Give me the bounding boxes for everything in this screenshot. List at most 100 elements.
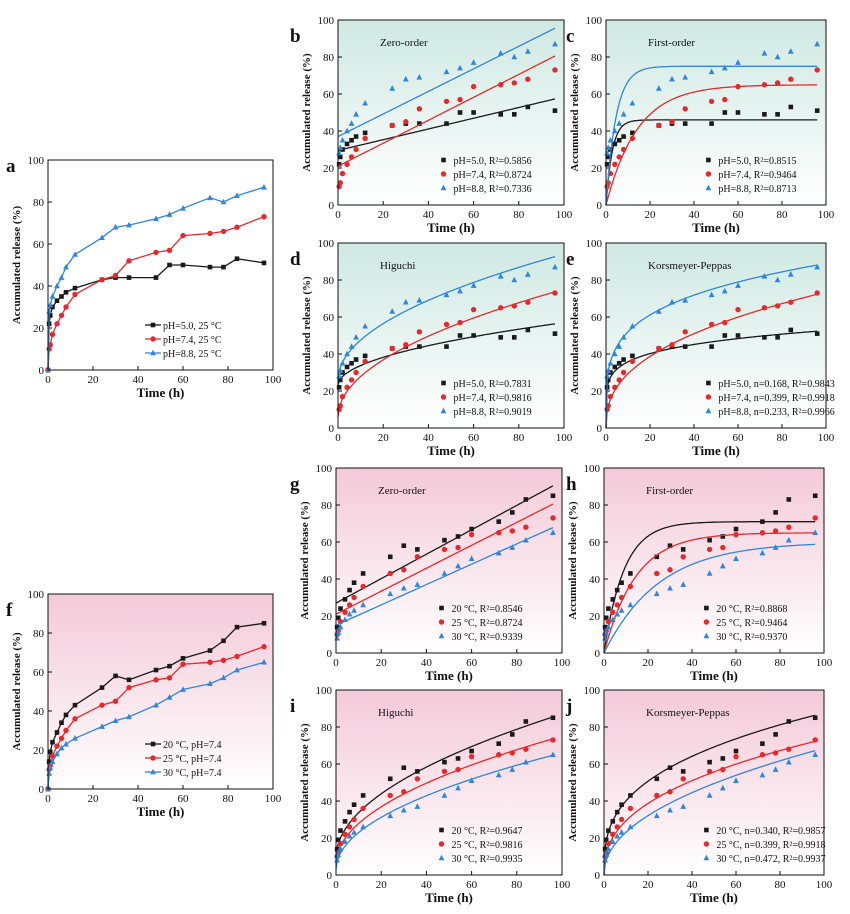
data-point — [342, 609, 348, 615]
legend-triangle-icon — [438, 632, 445, 639]
data-point — [607, 359, 614, 366]
y-tick-label: 80 — [321, 722, 333, 734]
data-point — [468, 531, 475, 538]
data-point — [335, 837, 341, 843]
legend-square-icon — [439, 827, 444, 833]
x-tick-label: 80 — [511, 657, 523, 669]
legend-entry: 30 °C, pH=7.4 — [163, 768, 222, 779]
data-point — [552, 67, 558, 73]
data-point — [619, 802, 624, 807]
plot-background — [336, 468, 562, 653]
data-point — [620, 334, 627, 340]
data-point — [614, 809, 620, 815]
data-point — [417, 344, 422, 349]
y-tick-label: 0 — [39, 784, 45, 796]
data-point — [720, 766, 726, 773]
data-point — [654, 792, 660, 799]
data-point — [788, 327, 794, 333]
data-point — [605, 154, 611, 160]
x-tick-label: 0 — [601, 879, 607, 891]
x-tick-label: 0 — [335, 432, 341, 444]
data-point — [402, 298, 409, 305]
data-point — [654, 570, 660, 577]
data-point — [707, 537, 712, 543]
data-point — [610, 831, 616, 837]
data-point — [416, 297, 423, 303]
plot-background — [604, 468, 824, 653]
data-point — [605, 840, 612, 847]
data-point — [552, 290, 558, 296]
data-point — [416, 329, 423, 335]
data-point — [362, 99, 369, 106]
data-point — [50, 739, 55, 745]
plot-frame — [47, 593, 274, 790]
x-tick-label: 80 — [777, 432, 789, 444]
data-point — [360, 601, 367, 608]
x-tick-label: 40 — [133, 374, 145, 386]
data-point — [682, 121, 688, 126]
data-point — [414, 554, 421, 560]
data-point — [495, 549, 502, 556]
y-tick-label: 0 — [329, 200, 335, 212]
data-point — [167, 262, 172, 268]
data-point — [497, 50, 504, 56]
data-point — [126, 684, 132, 691]
data-point — [733, 748, 739, 754]
data-point — [54, 730, 60, 735]
data-point — [814, 67, 820, 73]
x-axis-title: Time (h) — [425, 668, 473, 683]
x-tick-label: 100 — [818, 209, 835, 221]
data-point — [362, 135, 368, 142]
data-point — [153, 667, 159, 673]
data-point — [814, 108, 820, 113]
data-point — [403, 119, 409, 125]
data-point — [207, 680, 213, 686]
legend-entry: pH=7.4, 25 °C — [163, 335, 222, 346]
data-point — [773, 732, 778, 737]
data-point — [337, 845, 344, 852]
data-point — [334, 846, 340, 852]
x-tick-label: 20 — [643, 657, 655, 669]
y-tick-label: 40 — [321, 574, 333, 586]
series-1 — [604, 290, 820, 429]
y-tick-label: 100 — [28, 155, 45, 167]
data-point — [335, 629, 342, 635]
x-tick-label: 100 — [265, 793, 282, 805]
data-point — [735, 110, 741, 115]
data-point — [469, 748, 474, 754]
data-point — [733, 555, 739, 561]
data-point — [207, 648, 213, 653]
series-2 — [334, 527, 556, 641]
data-point — [415, 547, 420, 552]
data-point — [261, 643, 267, 650]
x-tick-label: 80 — [513, 432, 525, 444]
y-axis-title: Accumulated release (%) — [301, 276, 313, 395]
x-tick-label: 40 — [687, 657, 699, 669]
data-point — [442, 537, 447, 543]
data-point — [498, 305, 504, 311]
data-point — [619, 580, 624, 585]
data-point — [207, 230, 213, 237]
data-point — [72, 291, 78, 298]
x-axis-title: Time (h) — [427, 443, 475, 458]
plot-background — [606, 20, 826, 205]
y-tick-label: 100 — [316, 685, 333, 697]
legend-triangle-icon — [440, 407, 447, 414]
y-tick-label: 20 — [323, 163, 335, 175]
data-point — [787, 48, 794, 54]
data-point — [72, 716, 78, 722]
data-point — [606, 828, 611, 833]
x-tick-label: 20 — [378, 432, 390, 444]
x-tick-label: 0 — [335, 209, 341, 221]
x-tick-label: 100 — [818, 432, 835, 444]
y-axis-title: Accumulated release (%) — [11, 206, 23, 325]
x-tick-label: 80 — [513, 209, 525, 221]
legend-triangle-icon — [440, 184, 447, 191]
data-point — [112, 698, 119, 704]
data-point — [221, 638, 226, 644]
data-point — [47, 764, 54, 770]
x-axis-title: Time (h) — [692, 220, 740, 235]
data-point — [667, 765, 673, 770]
data-point — [349, 137, 354, 143]
data-point — [524, 48, 531, 54]
